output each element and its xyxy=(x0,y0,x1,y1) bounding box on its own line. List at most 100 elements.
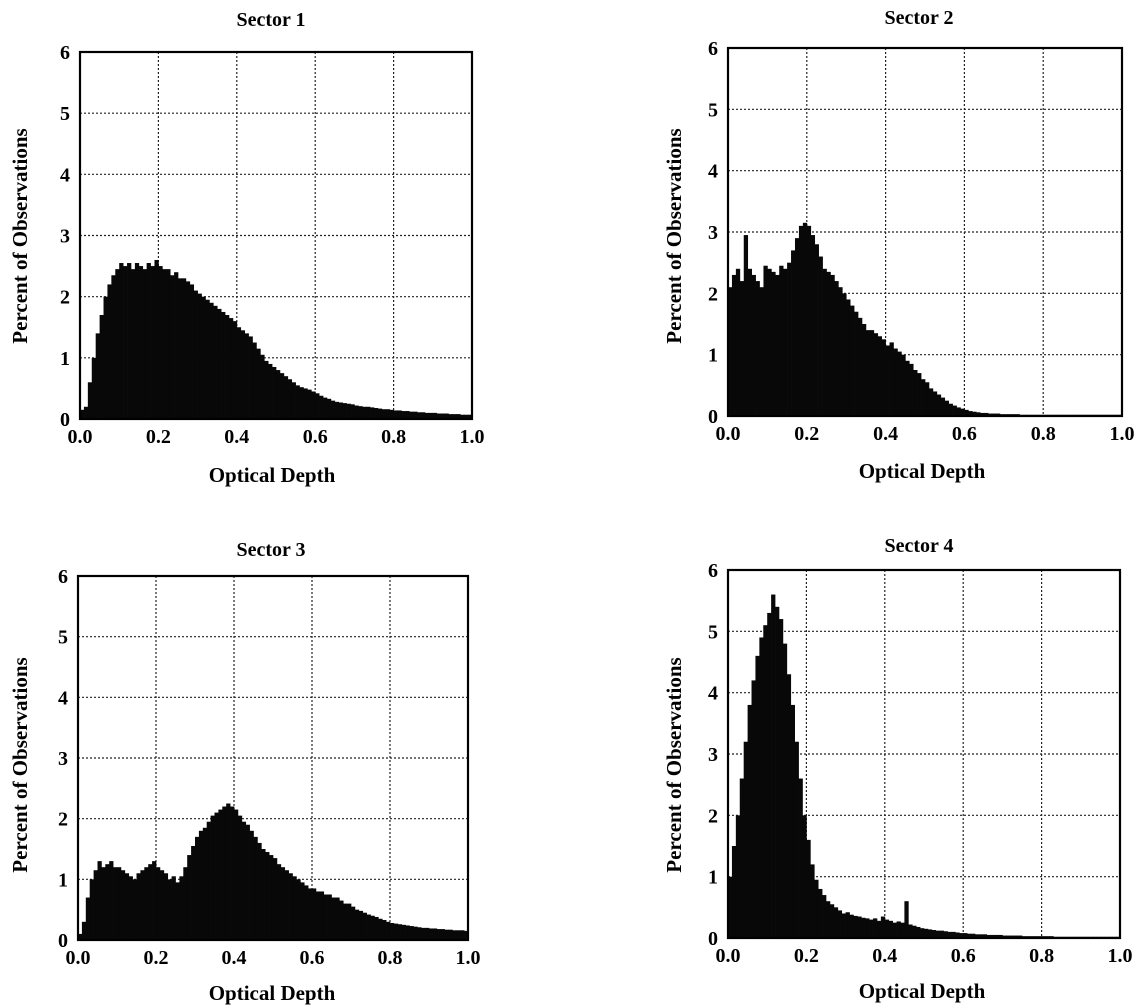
sector-3-bar xyxy=(354,909,360,940)
sector-4-bar xyxy=(900,922,905,938)
sector-2-bar xyxy=(956,407,961,416)
sector-3-bar xyxy=(210,815,215,940)
sector-2-y-tick-label: 6 xyxy=(708,38,718,60)
sector-2-x-tick-label: 0.8 xyxy=(1031,423,1056,445)
sector-4-y-tick-label: 6 xyxy=(708,560,718,582)
sector-1-bar xyxy=(130,269,136,419)
sector-2-bar xyxy=(791,250,796,416)
sector-1-x-tick-label: 0.8 xyxy=(381,426,406,448)
sector-3-bar xyxy=(312,888,317,940)
sector-1-bar xyxy=(448,414,453,419)
sector-3-bar xyxy=(405,925,410,940)
sector-3-bar xyxy=(460,930,465,940)
sector-3-bar xyxy=(140,870,145,940)
sector-4-bar xyxy=(990,934,995,938)
sector-1-bar xyxy=(244,333,249,419)
sector-2-panel: Sector 2 Percent of Observations Optical… xyxy=(662,7,1135,483)
sector-4-bar xyxy=(963,933,968,938)
sector-3-bar xyxy=(93,870,98,940)
sector-3-y-tick-label: 5 xyxy=(58,627,68,649)
sector-1-bar xyxy=(221,311,226,419)
sector-4-bar xyxy=(790,704,795,938)
sector-3-bar xyxy=(175,882,180,940)
sector-1-x-tick-label: 0.2 xyxy=(146,426,171,448)
sector-3-bar xyxy=(89,879,94,940)
sector-4-bar xyxy=(908,924,913,938)
sector-3-bar xyxy=(105,864,110,940)
sector-2-bar xyxy=(850,305,855,416)
sector-1-bar xyxy=(181,278,187,419)
sector-3-bar xyxy=(128,876,133,940)
sector-1-bar xyxy=(389,409,394,419)
sector-1-bar xyxy=(311,391,316,419)
sector-3-bar xyxy=(226,803,231,940)
sector-3-bar xyxy=(265,852,270,940)
sector-3-y-axis-label: Percent of Observations xyxy=(8,657,32,872)
sector-4-bar xyxy=(978,934,984,938)
sector-2-y-axis-label: Percent of Observations xyxy=(662,128,686,343)
sector-4-bar xyxy=(841,913,846,938)
sector-3-bar xyxy=(347,903,352,940)
sector-1-bar xyxy=(330,400,336,419)
sector-1-bar xyxy=(87,382,93,419)
sector-3-bar xyxy=(440,929,445,940)
sector-2-bar xyxy=(865,330,871,416)
sector-2-bar xyxy=(972,411,977,416)
sector-4-bar xyxy=(920,928,925,938)
sector-1-bar xyxy=(272,367,277,419)
sector-3-bar xyxy=(222,806,227,940)
sector-4-bar xyxy=(786,674,792,938)
sector-4-bar xyxy=(778,619,784,938)
sector-3-bar xyxy=(101,867,106,940)
sector-2-bar xyxy=(842,293,847,416)
sector-1-y-tick-label: 2 xyxy=(60,287,70,309)
sector-4-x-tick-label: 0.4 xyxy=(872,945,897,967)
sector-3-bar xyxy=(218,809,223,940)
sector-4-bar xyxy=(755,655,760,938)
sector-1-bar xyxy=(385,409,391,419)
sector-1-bar xyxy=(252,342,257,419)
sector-1-bar xyxy=(158,266,163,419)
sector-3-bar xyxy=(401,924,406,940)
sector-4-bar xyxy=(951,931,956,938)
sector-2-bar xyxy=(861,324,867,416)
sector-4-bar xyxy=(892,922,897,938)
sector-2-bar xyxy=(976,412,981,416)
sector-3-bar xyxy=(261,849,266,940)
sector-3-y-tick-label: 2 xyxy=(58,809,68,831)
sector-1-bar xyxy=(248,336,253,419)
sector-3-bar xyxy=(249,830,254,940)
sector-1-bar xyxy=(178,278,183,419)
sector-4-bar xyxy=(1010,935,1015,938)
sector-3-bar xyxy=(327,894,332,940)
sector-1-bar xyxy=(460,414,465,419)
sector-1-bar xyxy=(268,363,273,419)
sector-2-bar xyxy=(728,287,733,416)
sector-2-bar xyxy=(743,235,749,416)
sector-1-bar xyxy=(397,410,402,419)
sector-2-bar xyxy=(834,281,839,416)
sector-2-bar xyxy=(897,351,902,416)
sector-1-bar xyxy=(287,379,293,419)
sector-1-bar xyxy=(150,266,155,419)
sector-1-bar xyxy=(326,398,332,419)
sector-2-bar xyxy=(838,287,843,416)
sector-1-bar xyxy=(405,411,410,419)
sector-3-bar xyxy=(152,861,157,940)
sector-2-title: Sector 2 xyxy=(884,7,953,29)
sector-4-x-tick-label: 1.0 xyxy=(1108,945,1133,967)
sector-1-bar xyxy=(424,412,430,419)
sector-1-bar xyxy=(421,412,426,419)
sector-3-x-axis-label: Optical Depth xyxy=(209,981,336,1005)
sector-3-bar xyxy=(230,806,235,940)
sector-1-bar xyxy=(456,414,461,419)
sector-2-bar xyxy=(901,354,906,416)
sector-3-y-tick-label: 0 xyxy=(58,930,68,952)
sector-3-bar xyxy=(163,873,169,940)
sector-4-bar xyxy=(747,704,752,938)
sector-3-bar xyxy=(187,855,192,940)
sector-2-bar xyxy=(810,235,816,416)
sector-3-bar xyxy=(183,867,188,940)
sector-2-bar xyxy=(858,317,863,416)
